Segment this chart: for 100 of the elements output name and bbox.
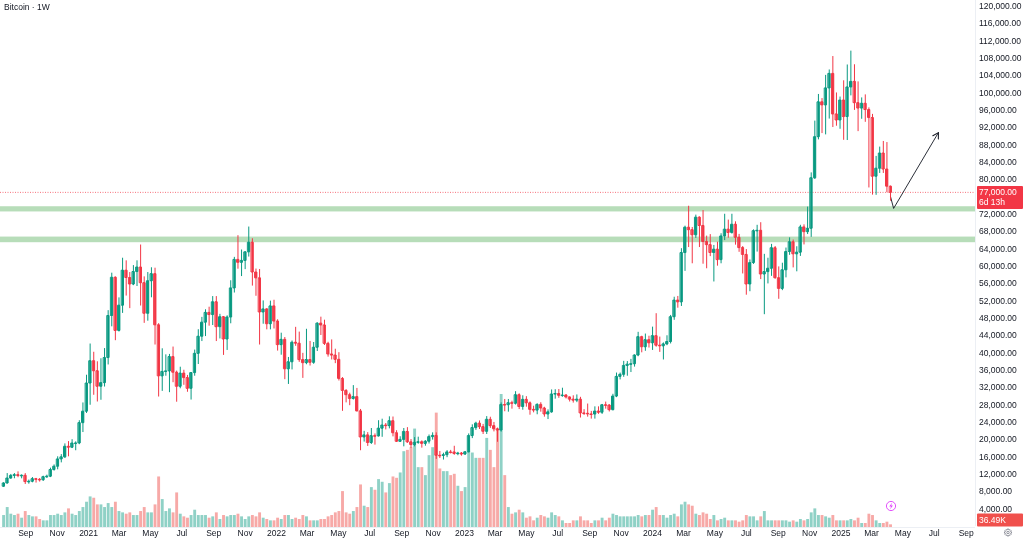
candlestick <box>186 374 189 392</box>
candlestick <box>70 439 74 449</box>
candlestick <box>506 398 510 412</box>
bar <box>737 521 741 527</box>
candlestick <box>63 443 67 459</box>
candlestick <box>586 403 590 417</box>
candlestick <box>593 406 597 419</box>
bar <box>420 467 424 527</box>
bar <box>795 521 799 527</box>
bar <box>809 512 813 527</box>
bar <box>690 505 694 527</box>
y-tick-label: 104,000.00 <box>979 70 1022 81</box>
bar <box>283 515 287 527</box>
bar <box>214 512 218 527</box>
bar <box>261 517 265 527</box>
x-tick-label: Mar <box>299 527 315 538</box>
y-tick-label: 88,000.00 <box>979 139 1018 150</box>
bar <box>676 516 680 527</box>
bar <box>853 520 856 527</box>
bar <box>362 505 366 527</box>
candlestick <box>265 307 269 330</box>
x-tick-label: Nov <box>49 527 66 538</box>
bar <box>478 457 481 527</box>
bar <box>517 509 521 527</box>
bar <box>395 477 399 527</box>
bar <box>553 515 557 527</box>
candlestick <box>23 473 27 484</box>
bar <box>319 519 323 527</box>
candlestick <box>694 214 698 238</box>
candlestick <box>561 387 564 397</box>
x-tick-label: Jul <box>364 527 376 538</box>
bar <box>719 519 723 527</box>
x-tick-label: Nov <box>613 527 630 538</box>
candlestick <box>168 353 171 393</box>
bar <box>759 516 763 527</box>
candlestick <box>434 432 438 459</box>
x-tick-label: Mar <box>487 527 503 538</box>
candlestick <box>135 260 139 287</box>
x-tick-label: 2023 <box>455 527 475 538</box>
bar <box>323 519 326 527</box>
candlestick <box>676 295 680 308</box>
bar <box>232 515 236 527</box>
bar <box>557 516 561 527</box>
bar <box>694 513 698 527</box>
candlestick <box>387 416 391 429</box>
bar <box>831 515 835 527</box>
bar <box>773 520 777 527</box>
bar <box>611 513 615 527</box>
bar <box>301 515 305 527</box>
bar <box>366 507 370 527</box>
bar <box>470 452 474 527</box>
x-tick-label: 2022 <box>267 527 287 538</box>
candlestick <box>283 337 287 380</box>
bar <box>200 515 204 527</box>
bar <box>178 513 182 527</box>
bar <box>377 479 381 527</box>
candlestick <box>622 360 626 377</box>
candlestick <box>701 210 705 264</box>
candlestick <box>351 385 355 400</box>
y-tick-label: 28,000.00 <box>979 399 1018 410</box>
y-tick-label: 12,000.00 <box>979 469 1018 480</box>
candlestick <box>651 326 654 350</box>
candlestick <box>380 418 384 437</box>
bar <box>5 507 9 527</box>
y-tick-label: 108,000.00 <box>979 53 1022 64</box>
bar <box>204 515 207 527</box>
bar <box>579 516 582 527</box>
candlestick <box>600 403 604 414</box>
bar <box>615 515 618 527</box>
bar <box>449 475 453 527</box>
bar <box>222 515 225 527</box>
candlestick <box>532 405 535 413</box>
bar <box>92 497 96 527</box>
y-tick-label: 20,000.00 <box>979 434 1018 445</box>
bar <box>586 520 590 527</box>
candlestick <box>643 333 647 351</box>
candlestick <box>5 473 9 484</box>
bar <box>485 437 489 527</box>
y-tick-label: 56,000.00 <box>979 278 1018 289</box>
bar <box>456 485 460 527</box>
bar <box>716 520 719 527</box>
bar <box>575 520 579 527</box>
bar <box>229 515 233 527</box>
candlestick <box>791 239 795 268</box>
bar <box>240 516 243 527</box>
bar <box>669 515 673 527</box>
candlestick <box>377 420 380 437</box>
x-tick-label: Jul <box>176 527 188 538</box>
candlestick <box>762 253 766 315</box>
bar <box>604 520 608 527</box>
bar <box>755 520 759 527</box>
bar <box>56 513 60 527</box>
bar <box>705 513 709 527</box>
bar <box>824 516 828 527</box>
candlestick <box>204 309 207 337</box>
x-tick-label: Nov <box>425 527 442 538</box>
candlestick <box>442 452 445 460</box>
candlestick <box>34 477 38 483</box>
bar <box>622 516 626 527</box>
candlestick <box>449 449 453 454</box>
